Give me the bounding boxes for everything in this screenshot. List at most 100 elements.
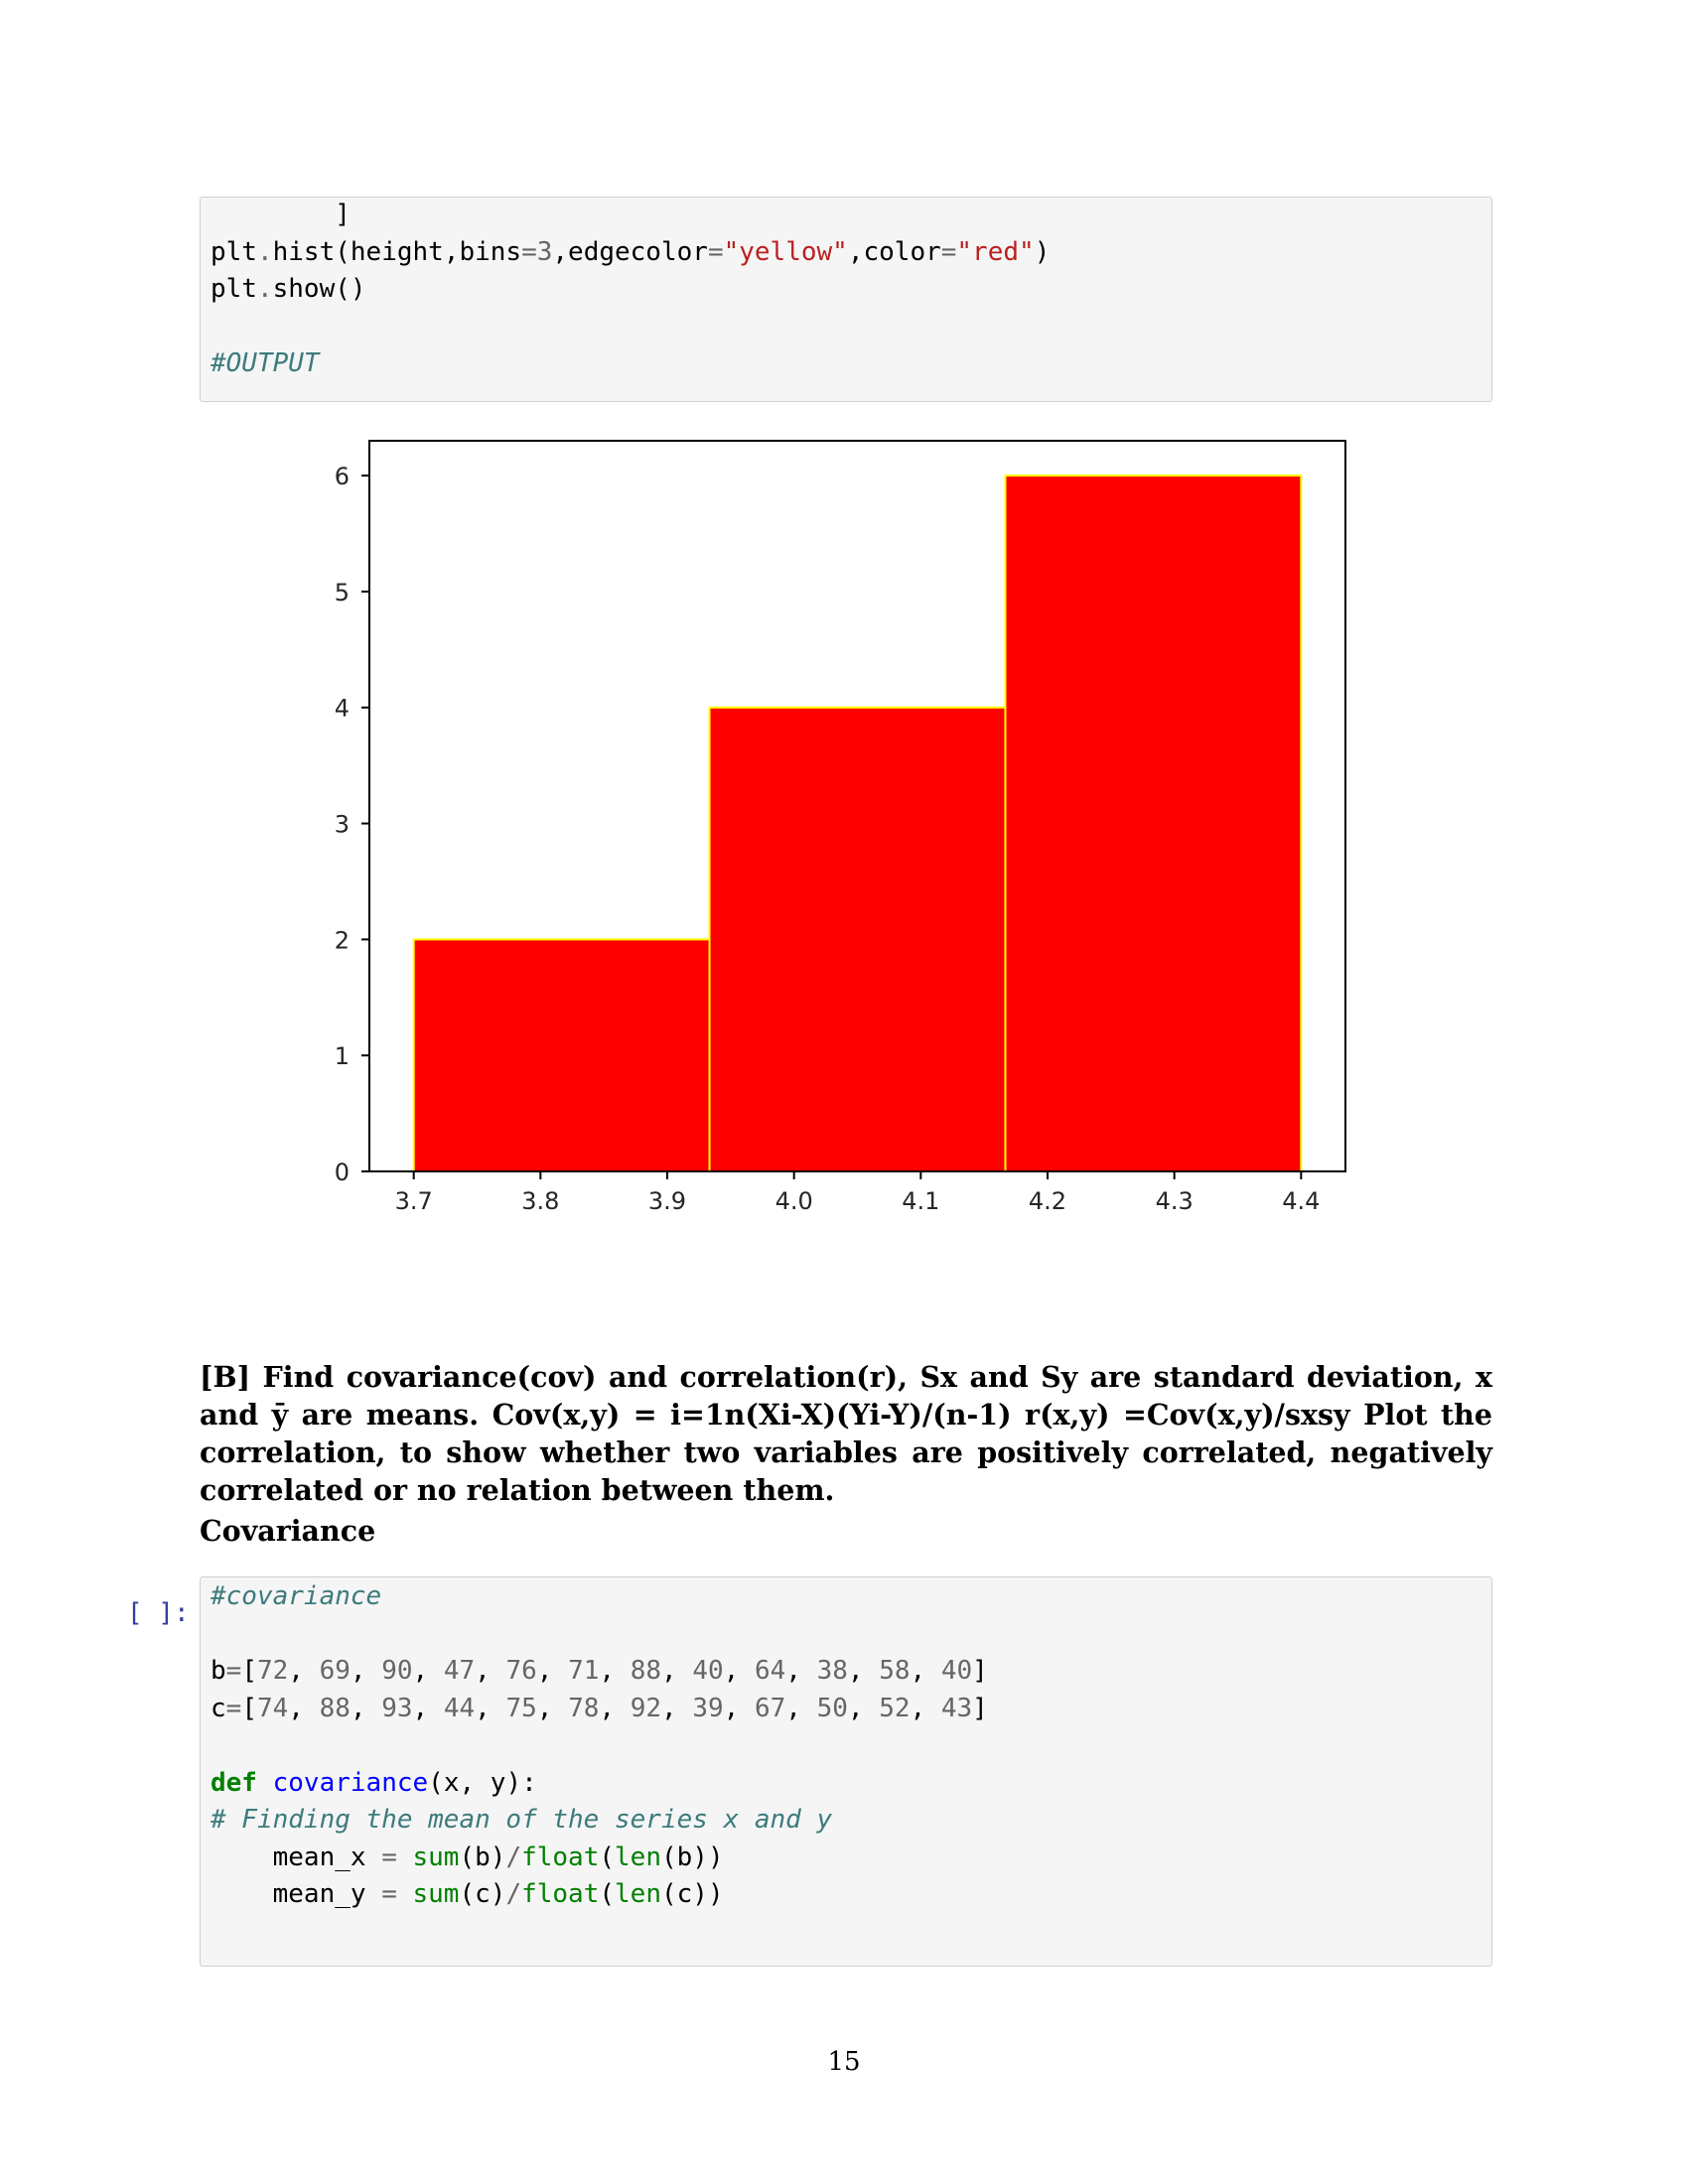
code-token: (c) [459,1879,506,1909]
code-token: = [707,236,724,267]
code-token: 88 [630,1656,662,1686]
code-token: , [723,1693,755,1723]
code-token: = [521,236,537,267]
code-line: # Finding the mean of the series x and y [211,1805,832,1835]
y-tick-label: 4 [335,695,350,723]
code-token: 38 [816,1656,848,1686]
page-number: 15 [827,2047,861,2077]
code-token: . [256,274,273,304]
code-token: ( [599,1842,616,1872]
code-token: 93 [381,1693,413,1723]
code-token: 78 [568,1693,600,1723]
code-token [397,1843,413,1872]
section-b-paragraph: [B] Find covariance(cov) and correlation… [200,1360,1492,1507]
code-token: 50 [816,1693,848,1723]
code-token: ( [599,1879,616,1909]
code-token: 75 [505,1693,537,1723]
code-token: c [211,1693,226,1723]
code-token: , [536,1656,569,1686]
code-token: sum [412,1879,460,1909]
code-token: covariance [272,1767,429,1798]
covariance-heading: Covariance [200,1514,376,1548]
code-cell-covariance[interactable]: #covariance b=[72, 69, 90, 47, 76, 71, 88… [200,1576,1492,1967]
code-token: 3 [536,236,553,267]
code-token: def [211,1767,257,1798]
code-line: mean_y = sum(c)/float(len(c)) [211,1879,724,1909]
y-tick-label: 0 [335,1159,350,1186]
code-cell-plot[interactable]: ] plt.hist(height,bins=3,edgecolor="yello… [200,197,1492,402]
code-token: , [785,1656,817,1686]
code-token: ) [1034,236,1051,267]
code-token: , [475,1693,506,1723]
code-token: float [521,1879,600,1909]
code-token: 69 [319,1656,351,1686]
code-token: , [475,1656,506,1686]
cell-prompt: [ ]: [127,1598,190,1628]
code-token: 39 [692,1693,724,1723]
code-token: 58 [879,1656,911,1686]
code-token: = [940,236,957,267]
code-token: mean_x [211,1842,382,1872]
code-token: hist(height,bins [272,236,522,267]
code-token: , [350,1656,382,1686]
x-tick-label: 3.7 [395,1187,433,1215]
code-token: , [723,1656,755,1686]
code-line: b=[72, 69, 90, 47, 76, 71, 88, 40, 64, 3… [211,1656,988,1686]
code-token: 72 [256,1656,289,1686]
code-token: = [381,1879,397,1909]
plot-frame [368,440,1346,1172]
histogram-bar [708,706,1007,1172]
code-token: float [521,1842,600,1872]
code-token [397,1879,413,1909]
histogram-bar [1004,475,1303,1172]
y-tick-label: 1 [335,1042,350,1070]
code-line: #OUTPUT [211,348,320,378]
code-token: mean_y [211,1879,382,1909]
code-token: (b) [459,1842,506,1872]
x-tick-label: 4.0 [775,1187,813,1215]
y-tick-label: 2 [335,926,350,954]
code-token: . [256,236,273,267]
code-token: , [661,1656,693,1686]
code-token: #covariance [211,1581,382,1611]
code-token: len [615,1879,661,1909]
code-token: (c)) [661,1879,724,1909]
code-token: , [910,1656,941,1686]
x-tick-label: 4.3 [1156,1187,1194,1215]
code-token: (b)) [661,1842,724,1872]
code-token: plt [211,236,257,267]
x-tick-label: 4.1 [902,1187,939,1215]
code-token: ] [972,1693,988,1723]
code-token: 40 [940,1656,973,1686]
y-tick-label: 3 [335,811,350,839]
code-token: , [847,1656,880,1686]
code-token: 52 [879,1693,911,1723]
code-line: c=[74, 88, 93, 44, 75, 78, 92, 39, 67, 5… [211,1694,988,1723]
code-token: 90 [381,1656,413,1686]
code-token: / [505,1879,522,1909]
code-token: ,edgecolor [552,236,708,267]
code-token: , [910,1693,941,1723]
code-token: , [412,1656,444,1686]
code-token: 43 [940,1693,973,1723]
code-token: 92 [630,1693,662,1723]
code-token: 76 [505,1656,537,1686]
code-token: 47 [443,1656,476,1686]
code-token: 74 [256,1693,289,1723]
code-line: plt.hist(height,bins=3,edgecolor="yellow… [211,237,1050,267]
y-tick-label: 6 [335,463,350,490]
code-token: # Finding the mean of the series x and y [211,1805,833,1835]
code-token: sum [412,1842,460,1872]
code-token: 71 [568,1656,600,1686]
x-tick-label: 3.8 [521,1187,559,1215]
code-token: , [288,1656,320,1686]
code-token: ] [972,1656,988,1686]
code-token: / [505,1842,522,1872]
y-tick-label: 5 [335,579,350,607]
x-tick-label: 3.9 [648,1187,686,1215]
code-token: = [225,1693,242,1723]
code-token: 44 [443,1693,476,1723]
code-token: 64 [754,1656,786,1686]
code-token: plt [211,274,257,304]
code-token: , [350,1693,382,1723]
